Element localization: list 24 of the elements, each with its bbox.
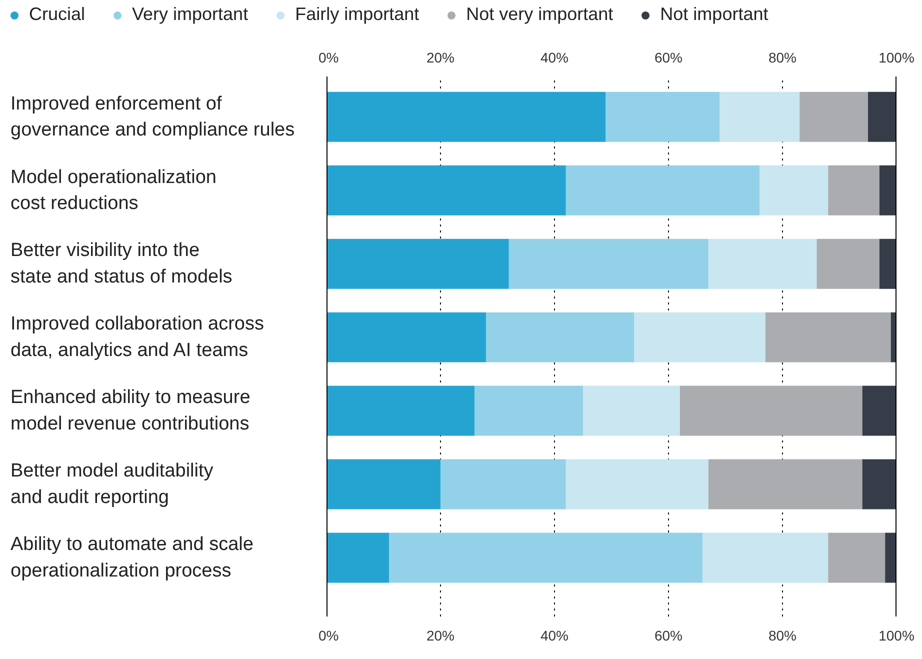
y-tick-label: Ability to automate and scale operationalization process: [10, 534, 254, 582]
legend-label: Crucial: [29, 4, 86, 25]
x2-tick-label: 20%: [426, 628, 455, 644]
x-tick-label: 40%: [540, 50, 569, 66]
x-tick-label: 80%: [768, 50, 797, 66]
y-tick-label: Improved enforcement of governance and compliance rules: [10, 93, 295, 141]
y-tick-label: Model operationalization cost reductions: [10, 166, 216, 214]
x-tick-label: 20%: [426, 50, 455, 66]
legend-label: Not important: [660, 4, 768, 25]
x2-tick-label: 40%: [540, 628, 569, 644]
x2-tick-label: 60%: [654, 628, 683, 644]
legend-label: Very important: [132, 4, 248, 25]
x2-tick-label: 0%: [318, 628, 339, 644]
x2-tick-label: 100%: [878, 628, 914, 644]
legend-label: Not very important: [466, 4, 614, 25]
legend-label: Fairly important: [295, 4, 420, 25]
x2-tick-label: 80%: [768, 628, 797, 644]
y-tick-label: Better visibility into the state and status of models: [10, 240, 232, 288]
y-tick-label: Enhanced ability to measure model revenue contributions: [10, 387, 250, 434]
x-tick-label: 100%: [878, 50, 914, 66]
x-tick-label: 0%: [318, 50, 339, 66]
x-tick-label: 60%: [654, 50, 683, 66]
y-tick-label: Improved collaboration across data, analytics and AI teams: [10, 314, 264, 361]
y-tick-label: Better model auditability and audit reporting: [10, 460, 214, 508]
